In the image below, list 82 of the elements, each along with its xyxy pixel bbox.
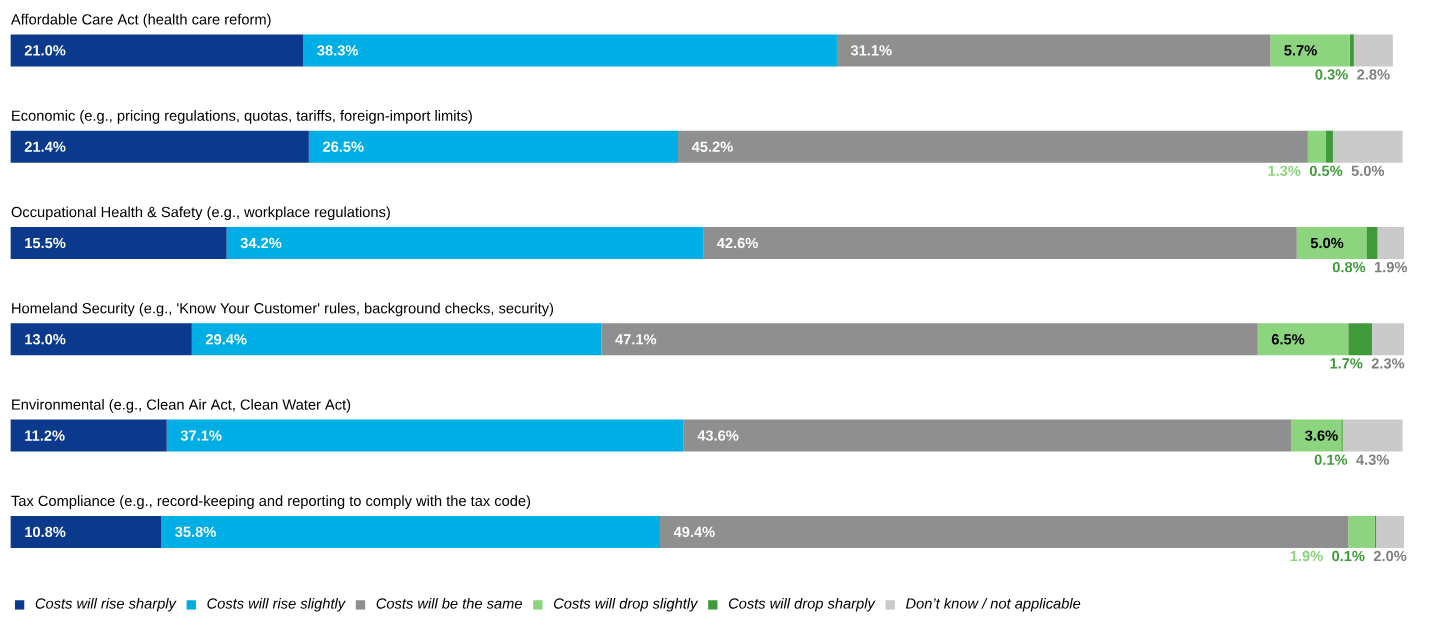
legend-label: Costs will drop sharply <box>728 597 876 612</box>
data-label: 35.8% <box>175 526 216 538</box>
bar <box>703 226 1297 259</box>
bar <box>1307 130 1326 163</box>
data-label: 5.0% <box>1310 237 1344 249</box>
data-label: 0.1% <box>1314 454 1348 465</box>
bar <box>678 130 1308 163</box>
data-label: 47.1% <box>615 334 657 345</box>
bar <box>10 226 227 259</box>
data-label: 1.9% <box>1290 550 1323 562</box>
bar <box>1332 130 1403 163</box>
data-label: 37.1% <box>180 430 222 441</box>
y-tick-label: Economic (e.g., pricing regulations, quotas, tariffs, foreign-import limits) <box>12 110 472 124</box>
bar <box>1296 226 1367 259</box>
bar <box>1376 515 1404 548</box>
bar <box>10 323 192 356</box>
bar <box>1325 130 1333 163</box>
data-label: 0.8% <box>1332 261 1366 273</box>
data-label: 2.0% <box>1373 550 1407 562</box>
data-label: 21.0% <box>24 45 66 56</box>
data-label: 0.5% <box>1309 165 1343 177</box>
data-label: 0.3% <box>1315 69 1348 80</box>
bar <box>226 226 704 259</box>
y-tick-label: Affordable Care Act (health care reform) <box>10 13 271 28</box>
legend-label: Costs will be the same <box>376 597 522 609</box>
bar <box>659 515 1349 548</box>
data-label: 31.1% <box>850 45 892 56</box>
bar <box>1353 34 1393 67</box>
bar <box>10 515 162 548</box>
bar <box>166 419 684 452</box>
legend-label: Costs will drop slightly <box>554 597 699 612</box>
bar <box>191 323 602 356</box>
data-label: 1.3% <box>1268 165 1301 177</box>
legend-label: Don’t know / not applicable <box>905 597 1081 612</box>
bar <box>601 323 1258 356</box>
bar <box>308 130 679 163</box>
data-label: 49.4% <box>673 526 715 538</box>
y-tick-label: Occupational Health & Safety (e.g., workplace regulations) <box>11 206 390 221</box>
bar <box>1371 323 1404 356</box>
data-label: 43.6% <box>697 430 739 441</box>
bar <box>10 419 167 452</box>
data-label: 0.1% <box>1332 550 1365 562</box>
y-tick-label: Environmental (e.g., Clean Air Act, Clean Water Act) <box>12 398 351 413</box>
data-label: 2.8% <box>1357 69 1390 80</box>
legend-label: Costs will rise slightly <box>207 597 346 612</box>
bar <box>1348 323 1372 356</box>
data-label: 45.2% <box>691 141 733 152</box>
data-label: 2.3% <box>1371 358 1405 369</box>
bar <box>1257 323 1349 356</box>
bar <box>303 34 837 67</box>
data-label: 3.6% <box>1305 430 1338 441</box>
data-label: 6.5% <box>1271 334 1305 345</box>
bar <box>161 515 660 548</box>
legend-label: Costs will rise sharply <box>35 597 177 612</box>
data-label: 13.0% <box>25 334 66 345</box>
data-label: 21.4% <box>24 141 66 152</box>
data-label: 5.7% <box>1284 45 1317 56</box>
bar <box>10 34 304 67</box>
data-label: 1.9% <box>1374 261 1408 273</box>
data-label: 29.4% <box>205 334 247 345</box>
bar <box>1342 419 1403 452</box>
bar <box>683 419 1292 452</box>
data-label: 10.8% <box>25 526 66 538</box>
data-label: 15.5% <box>25 237 66 249</box>
data-label: 38.3% <box>317 45 359 56</box>
bar <box>836 34 1271 67</box>
bar <box>1348 515 1375 548</box>
bar <box>1270 34 1350 67</box>
data-label: 1.7% <box>1330 358 1363 369</box>
bar <box>1291 419 1342 452</box>
data-label: 42.6% <box>716 237 758 249</box>
data-label: 11.2% <box>25 430 65 441</box>
bar <box>1349 34 1354 67</box>
y-tick-label: Tax Compliance (e.g., record-keeping and reporting to comply with the tax code) <box>11 495 531 509</box>
data-label: 26.5% <box>322 141 364 152</box>
y-tick-label: Homeland Security (e.g., 'Know Your Customer' rules, background checks, security) <box>12 302 554 317</box>
data-label: 5.0% <box>1351 165 1385 177</box>
bar <box>10 130 309 163</box>
data-label: 34.2% <box>240 237 282 249</box>
data-label: 4.3% <box>1356 454 1389 465</box>
bar <box>1366 226 1378 259</box>
bar <box>1377 226 1404 259</box>
